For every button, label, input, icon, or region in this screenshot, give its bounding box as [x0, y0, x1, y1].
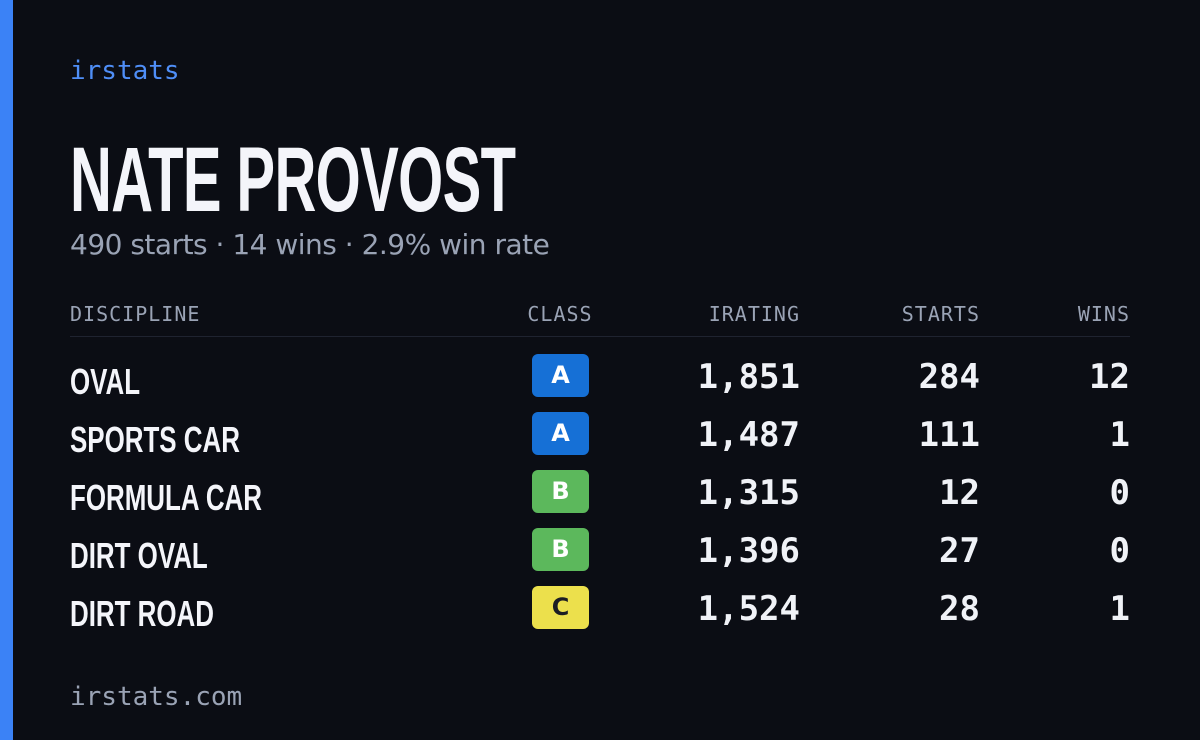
discipline: DIRT OVAL [70, 535, 208, 576]
discipline: DIRT ROAD [70, 593, 214, 634]
irating-value: 1,487 [697, 415, 800, 455]
column-header: DISCIPLINE [70, 302, 201, 326]
driver-name: NATE PROVOST [70, 129, 516, 231]
class-badge: A [532, 354, 589, 397]
wins-value: 1 [1109, 589, 1130, 629]
irating-value: 1,315 [697, 473, 800, 513]
class-badge: B [532, 470, 589, 513]
irating-value: 1,851 [697, 357, 800, 397]
starts-value: 284 [918, 357, 980, 397]
starts-value: 28 [939, 589, 980, 629]
wins-value: 1 [1109, 415, 1130, 455]
class-badge: A [532, 412, 589, 455]
wins-value: 0 [1109, 473, 1130, 513]
discipline: OVAL [70, 361, 141, 402]
header-rule [70, 336, 1130, 337]
accent-bar [0, 0, 13, 740]
class-badge: B [532, 528, 589, 571]
column-header: STARTS [901, 302, 980, 326]
irating-value: 1,396 [697, 531, 800, 571]
subtitle: 490 starts · 14 wins · 2.9% win rate [70, 228, 550, 261]
starts-value: 111 [918, 415, 980, 455]
column-header: CLASS [527, 302, 593, 326]
wins-value: 0 [1109, 531, 1130, 571]
starts-value: 27 [939, 531, 980, 571]
discipline: SPORTS CAR [70, 419, 240, 460]
column-header: WINS [1077, 302, 1130, 326]
brand: irstats [70, 56, 180, 86]
class-badge: C [532, 586, 589, 629]
column-header: IRATING [708, 302, 800, 326]
starts-value: 12 [939, 473, 980, 513]
discipline: FORMULA CAR [70, 477, 262, 518]
wins-value: 12 [1089, 357, 1130, 397]
footer: irstats.com [70, 682, 243, 712]
irating-value: 1,524 [697, 589, 800, 629]
